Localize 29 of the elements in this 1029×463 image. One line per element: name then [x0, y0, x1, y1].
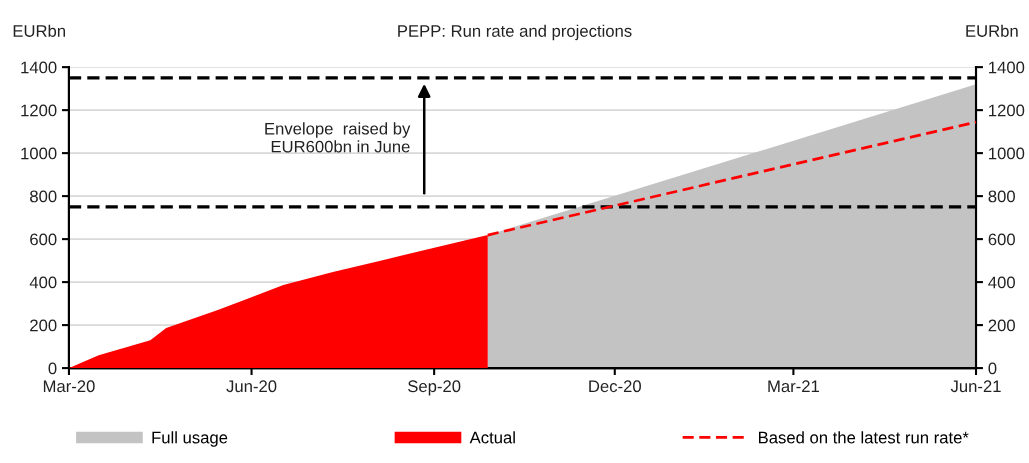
x-tick-label: Mar-20 [43, 380, 95, 393]
x-tick-label: Sep-20 [408, 380, 461, 396]
legend-label: Full usage [152, 431, 228, 447]
x-tick-label: Mar-21 [768, 380, 819, 393]
legend-label: Actual [469, 431, 515, 444]
y2-tick-label: 400 [988, 276, 1015, 289]
y-tick-label: 1400 [21, 61, 57, 74]
y2-tick-label: 600 [988, 233, 1015, 246]
x-tick-label: Dec-20 [589, 380, 641, 393]
y-tick-label: 400 [29, 276, 57, 289]
y2-tick-label: 1400 [989, 61, 1025, 74]
chart-title: PEPP: Run rate and projections [398, 24, 632, 41]
y-tick-label: 800 [30, 190, 57, 203]
y-tick-label: 0 [48, 362, 57, 375]
y-tick-label: 200 [30, 319, 57, 332]
y2-tick-label: 1200 [989, 104, 1025, 117]
y-tick-label: 1200 [21, 104, 57, 117]
y2-tick-label: 200 [988, 319, 1015, 332]
y-tick-label: 600 [30, 233, 57, 246]
y-axis-title: EURbn [13, 24, 65, 37]
y2-tick-label: 800 [988, 190, 1015, 203]
legend-label: Based on the latest run rate* [759, 431, 969, 444]
x-tick-label: Jun-21 [950, 380, 1001, 393]
y2-tick-label: 1000 [989, 147, 1025, 160]
y2-tick-label: 0 [988, 362, 997, 375]
y2-axis-title: EURbn [966, 24, 1018, 37]
x-tick-label: Jun-20 [226, 380, 277, 393]
y-tick-label: 1000 [21, 147, 57, 160]
annotation: Envelope raised by EUR600bn in June [265, 122, 411, 153]
